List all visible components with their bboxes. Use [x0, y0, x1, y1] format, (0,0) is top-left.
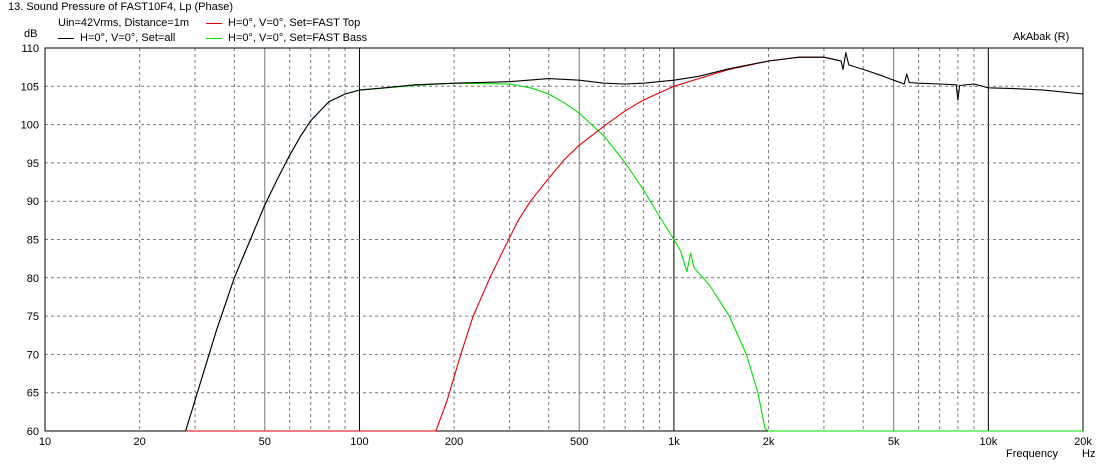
- window-title: 13. Sound Pressure of FAST10F4, Lp (Phas…: [8, 1, 234, 13]
- x-tick-label: 1k: [668, 436, 680, 448]
- x-tick-label: 5k: [888, 436, 900, 448]
- y-axis-unit: dB: [24, 28, 38, 40]
- y-tick-label: 60: [27, 426, 39, 438]
- y-tick-label: 65: [27, 388, 39, 400]
- legend-item-bass: H=0°, V=0°, Set=FAST Bass: [206, 32, 367, 44]
- legend-swatch-all: [58, 37, 74, 39]
- y-tick-label: 85: [27, 235, 39, 247]
- x-tick-label: 200: [445, 436, 463, 448]
- watermark: AkAbak (R): [1013, 31, 1070, 43]
- x-tick-label: 10: [39, 436, 51, 448]
- y-tick-label: 100: [21, 120, 39, 132]
- series-line-bass: [45, 82, 1083, 432]
- y-tick-label: 75: [27, 311, 39, 323]
- legend-item-top: H=0°, V=0°, Set=FAST Top: [206, 17, 360, 29]
- legend-swatch-top: [206, 22, 222, 24]
- legend-info: Uin=42Vrms, Distance=1m: [58, 17, 190, 29]
- series-line-all: [45, 52, 1084, 432]
- x-tick-label: 20: [134, 436, 146, 448]
- x-tick-label: 50: [259, 436, 271, 448]
- x-tick-label: 10k: [979, 436, 997, 448]
- x-axis-title: Frequency: [1006, 448, 1058, 460]
- plot-border: [44, 47, 1084, 432]
- y-tick-label: 105: [21, 81, 39, 93]
- y-tick-label: 90: [27, 196, 39, 208]
- y-tick-label: 70: [27, 349, 39, 361]
- legend-label-top: H=0°, V=0°, Set=FAST Top: [228, 17, 361, 29]
- legend-label-all: H=0°, V=0°, Set=all: [80, 32, 176, 44]
- y-tick-label: 80: [27, 273, 39, 285]
- x-tick-label: 20k: [1074, 436, 1092, 448]
- legend-swatch-bass: [206, 37, 222, 39]
- series-line-top: [45, 56, 842, 432]
- y-tick-label: 95: [27, 158, 39, 170]
- legend-label-bass: H=0°, V=0°, Set=FAST Bass: [228, 32, 368, 44]
- x-tick-label: 2k: [763, 436, 775, 448]
- x-axis-unit: Hz: [1082, 448, 1096, 460]
- x-tick-label: 100: [350, 436, 368, 448]
- y-tick-label: 110: [21, 43, 39, 55]
- legend-item-all: H=0°, V=0°, Set=all: [58, 32, 175, 44]
- x-tick-label: 500: [570, 436, 588, 448]
